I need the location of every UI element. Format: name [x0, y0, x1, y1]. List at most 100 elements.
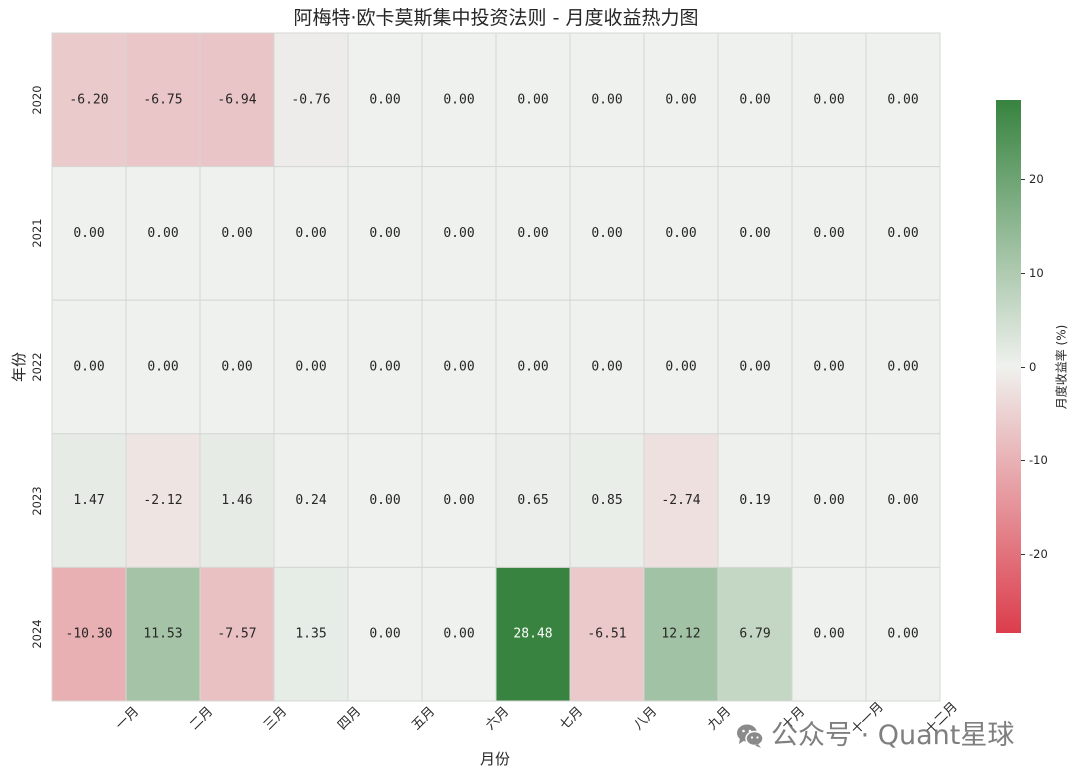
cell-value-label-2021-6: 0.00	[443, 226, 474, 241]
colorbar-tick-label-2: 0	[1029, 359, 1037, 374]
cell-value-label-2022-10: 0.00	[739, 360, 770, 375]
heatmap-cell-2021-6	[421, 166, 497, 301]
cell-value-label-2022-7: 0.00	[517, 360, 548, 375]
cell-value-label-2020-10: 0.00	[739, 92, 770, 107]
cell-value-label-2020-11: 0.00	[813, 92, 844, 107]
heatmap-cell-2021-2	[125, 166, 201, 301]
heatmap-cell-2021-4	[273, 166, 349, 301]
heatmap-cell-2024-8	[569, 566, 645, 702]
heatmap-cell-2023-2	[125, 433, 201, 568]
wechat-icon	[737, 724, 764, 748]
heatmap-cell-2023-7	[495, 433, 571, 568]
watermark: 公众号 · Quant星球	[736, 719, 1014, 753]
heatmap-cell-2023-3	[199, 433, 275, 568]
heatmap-cell-2020-10	[717, 32, 793, 168]
colorbar-tick-mark-1	[1021, 273, 1025, 274]
cell-value-label-2022-2: 0.00	[147, 360, 178, 375]
x-axis-label: 月份	[479, 750, 511, 768]
cell-value-label-2023-1: 1.47	[73, 493, 104, 508]
cell-value-label-2022-4: 0.00	[295, 360, 326, 375]
cell-value-label-2023-3: 1.46	[221, 493, 252, 508]
heatmap: -6.20 -6.75 -6.94 -0.76 0.00 0.00 0.00 0.00 0.00…	[51, 32, 941, 702]
cell-value-label-2024-6: 0.00	[443, 627, 474, 642]
heatmap-cell-2023-10	[717, 433, 793, 568]
heatmap-cell-2020-2	[125, 32, 201, 168]
cell-value-label-2023-5: 0.00	[369, 493, 400, 508]
cell-value-label-2024-7: 28.48	[513, 627, 552, 642]
cell-value-label-2020-4: -0.76	[291, 92, 330, 107]
cell-value-label-2023-2: -2.12	[143, 493, 182, 508]
cell-value-label-2023-9: -2.74	[661, 493, 700, 508]
colorbar-tick-mark-2	[1021, 367, 1025, 368]
x-tick-label-1: 一月	[113, 704, 143, 734]
cell-value-label-2024-12: 0.00	[887, 627, 918, 642]
cell-value-label-2022-9: 0.00	[665, 360, 696, 375]
cell-value-label-2024-4: 1.35	[295, 627, 326, 642]
x-tick-label-9: 九月	[705, 704, 735, 734]
heatmap-cell-2022-7	[495, 299, 571, 435]
cell-value-label-2024-2: 11.53	[143, 627, 182, 642]
heatmap-cell-2022-1	[51, 299, 127, 435]
cell-value-label-2022-1: 0.00	[73, 360, 104, 375]
colorbar-label: 月度收益率 (%)	[1054, 324, 1069, 410]
watermark-text: 公众号 · Quant星球	[771, 720, 1015, 751]
heatmap-cell-2024-5	[347, 566, 423, 702]
cell-value-label-2021-2: 0.00	[147, 226, 178, 241]
heatmap-cell-2024-12	[865, 566, 941, 702]
heatmap-cell-2022-5	[347, 299, 423, 435]
colorbar-tick-label-1: 10	[1029, 265, 1044, 280]
cell-value-label-2023-12: 0.00	[887, 493, 918, 508]
colorbar-tick-label-0: 20	[1029, 172, 1044, 187]
cell-value-label-2021-8: 0.00	[591, 226, 622, 241]
x-tick-label-7: 七月	[557, 704, 587, 734]
heatmap-cell-2021-8	[569, 166, 645, 301]
cell-value-label-2021-4: 0.00	[295, 226, 326, 241]
heatmap-cell-2021-9	[643, 166, 719, 301]
cell-value-label-2022-6: 0.00	[443, 360, 474, 375]
cell-value-label-2021-7: 0.00	[517, 226, 548, 241]
colorbar-tick-label-4: -20	[1029, 546, 1048, 561]
colorbar-tick-label-3: -10	[1029, 453, 1048, 468]
heatmap-cell-2020-6	[421, 32, 497, 168]
cell-value-label-2023-6: 0.00	[443, 493, 474, 508]
cell-value-label-2022-11: 0.00	[813, 360, 844, 375]
cell-value-label-2024-8: -6.51	[587, 627, 626, 642]
cell-value-label-2024-3: -7.57	[217, 627, 256, 642]
colorbar-tick-mark-4	[1021, 554, 1025, 555]
heatmap-cell-2022-3	[199, 299, 275, 435]
cell-value-label-2020-5: 0.00	[369, 92, 400, 107]
x-tick-label-5: 五月	[409, 704, 439, 734]
x-tick-label-3: 三月	[261, 704, 291, 734]
cell-value-label-2021-9: 0.00	[665, 226, 696, 241]
heatmap-cell-2020-12	[865, 32, 941, 168]
heatmap-cell-2021-10	[717, 166, 793, 301]
heatmap-cell-2021-3	[199, 166, 275, 301]
x-tick-label-4: 四月	[335, 704, 365, 734]
cell-value-label-2022-3: 0.00	[221, 360, 252, 375]
y-tick-label-2023: 2023	[30, 485, 44, 516]
x-tick-label-6: 六月	[483, 704, 513, 734]
cell-value-label-2022-5: 0.00	[369, 360, 400, 375]
x-tick-label-2: 二月	[187, 704, 217, 734]
cell-value-label-2022-8: 0.00	[591, 360, 622, 375]
heatmap-cell-2024-1	[51, 566, 127, 702]
cell-value-label-2020-9: 0.00	[665, 92, 696, 107]
heatmap-cell-2021-12	[865, 166, 941, 301]
heatmap-cell-2021-7	[495, 166, 571, 301]
cell-value-label-2024-9: 12.12	[661, 627, 700, 642]
cell-value-label-2020-8: 0.00	[591, 92, 622, 107]
heatmap-cell-2023-6	[421, 433, 497, 568]
cell-value-label-2020-2: -6.75	[143, 92, 182, 107]
colorbar-tick-mark-0	[1021, 179, 1025, 180]
cell-value-label-2022-12: 0.00	[887, 360, 918, 375]
cell-value-label-2020-1: -6.20	[69, 92, 108, 107]
cell-value-label-2020-6: 0.00	[443, 92, 474, 107]
heatmap-cell-2021-11	[791, 166, 867, 301]
heatmap-cell-2021-1	[51, 166, 127, 301]
heatmap-cell-2022-4	[273, 299, 349, 435]
cell-value-label-2021-10: 0.00	[739, 226, 770, 241]
heatmap-cell-2024-11	[791, 566, 867, 702]
cell-value-label-2023-4: 0.24	[295, 493, 326, 508]
cell-value-label-2021-1: 0.00	[73, 226, 104, 241]
heatmap-cell-2020-3	[199, 32, 275, 168]
